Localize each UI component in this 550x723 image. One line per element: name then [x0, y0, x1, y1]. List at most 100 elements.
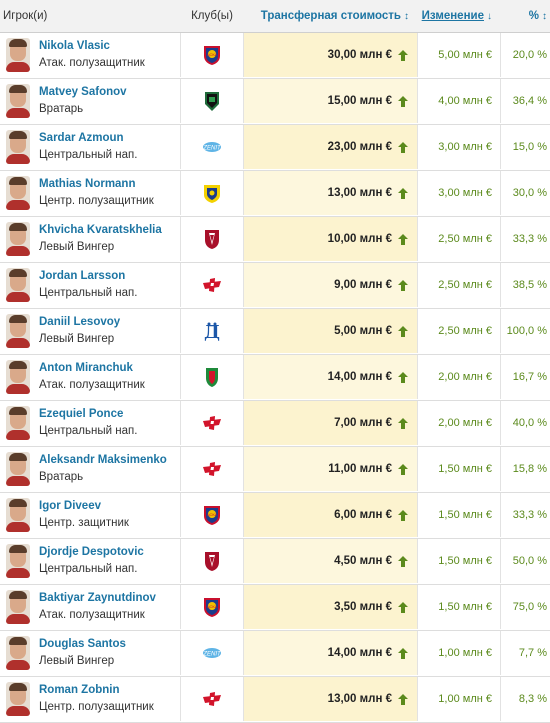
- player-photo[interactable]: [6, 544, 30, 578]
- player-photo[interactable]: [6, 406, 30, 440]
- market-value: 30,00 млн €: [327, 49, 392, 61]
- club-crest-link[interactable]: ZENIT: [202, 642, 222, 664]
- player-name-link[interactable]: Douglas Santos: [39, 638, 126, 650]
- player-name-link[interactable]: Baktiyar Zaynutdinov: [39, 592, 156, 604]
- club-crest-link[interactable]: ZENIT: [202, 136, 222, 158]
- player-name-link[interactable]: Aleksandr Maksimenko: [39, 454, 167, 466]
- club-crest-link[interactable]: [202, 228, 222, 250]
- svg-text:ZENIT: ZENIT: [202, 652, 222, 658]
- player-name-link[interactable]: Ezequiel Ponce: [39, 408, 124, 420]
- club-crest-link[interactable]: ЦСКА: [202, 596, 222, 618]
- player-info: Matvey Safonov Вратарь: [39, 84, 127, 118]
- header-change-label[interactable]: Изменение: [421, 10, 484, 22]
- player-photo[interactable]: [6, 176, 30, 210]
- market-value: 13,00 млн €: [327, 187, 392, 199]
- table-row: Jordan Larsson Центральный нап. 9,00 млн…: [0, 263, 550, 309]
- club-crest-link[interactable]: [202, 550, 222, 572]
- club-crest-link[interactable]: [202, 458, 222, 480]
- table-row: Matvey Safonov Вратарь 15,00 млн € 4,00 …: [0, 79, 550, 125]
- krasnodar-crest-icon[interactable]: [202, 90, 222, 112]
- header-value-label[interactable]: Трансферная стоимость: [260, 10, 401, 22]
- player-name-link[interactable]: Roman Zobnin: [39, 684, 120, 696]
- player-name-link[interactable]: Khvicha Kvaratskhelia: [39, 224, 162, 236]
- spartak-crest-icon[interactable]: [202, 458, 222, 480]
- player-photo[interactable]: [6, 636, 30, 670]
- player-position: Левый Вингер: [39, 655, 115, 667]
- value-change-percent: 100,0 %: [506, 325, 547, 337]
- rostov-crest-icon[interactable]: [202, 182, 222, 204]
- player-cell: Sardar Azmoun Центральный нап.: [0, 125, 180, 169]
- value-change: 1,50 млн €: [438, 555, 492, 567]
- spartak-crest-icon[interactable]: [202, 274, 222, 296]
- value-change-percent: 75,0 %: [512, 601, 547, 613]
- club-crest-link[interactable]: Д: [202, 320, 222, 342]
- value-change-percent: 15,8 %: [512, 463, 547, 475]
- value-cell: 11,00 млн €: [244, 447, 418, 491]
- value-change: 5,00 млн €: [438, 49, 492, 61]
- sort-descending-icon[interactable]: ↓: [487, 10, 492, 22]
- player-name-link[interactable]: Matvey Safonov: [39, 86, 127, 98]
- rubin-crest-icon[interactable]: [202, 550, 222, 572]
- player-photo[interactable]: [6, 498, 30, 532]
- player-name-link[interactable]: Daniil Lesovoy: [39, 316, 121, 328]
- player-photo[interactable]: [6, 360, 30, 394]
- spartak-crest-icon[interactable]: [202, 412, 222, 434]
- header-change-sort[interactable]: Изменение ↓: [418, 0, 500, 32]
- market-value: 7,00 млн €: [334, 417, 392, 429]
- sort-both-icon[interactable]: ↕: [404, 10, 409, 22]
- club-crest-link[interactable]: [202, 412, 222, 434]
- player-photo[interactable]: [6, 452, 30, 486]
- value-cell: 14,00 млн €: [244, 631, 418, 675]
- rubin-crest-icon[interactable]: [202, 228, 222, 250]
- player-name-link[interactable]: Nikola Vlasic: [39, 40, 110, 52]
- cska-crest-icon[interactable]: ЦСКА: [202, 504, 222, 526]
- cska-crest-icon[interactable]: ЦСКА: [202, 596, 222, 618]
- player-photo[interactable]: [6, 590, 30, 624]
- market-value: 11,00 млн €: [328, 463, 392, 475]
- club-crest-link[interactable]: [202, 274, 222, 296]
- dynamo-crest-icon[interactable]: Д: [202, 320, 222, 342]
- market-value: 14,00 млн €: [327, 371, 392, 383]
- player-photo[interactable]: [6, 314, 30, 348]
- header-pct-label[interactable]: %: [528, 10, 539, 22]
- player-cell: Baktiyar Zaynutdinov Атак. полузащитник: [0, 585, 180, 629]
- spartak-crest-icon[interactable]: [202, 688, 222, 710]
- table-row: Baktiyar Zaynutdinov Атак. полузащитник …: [0, 585, 550, 631]
- player-name-link[interactable]: Anton Miranchuk: [39, 362, 133, 374]
- sort-both-icon[interactable]: ↕: [542, 10, 547, 22]
- value-change-percent: 16,7 %: [512, 371, 547, 383]
- club-cell: [180, 171, 244, 215]
- value-change: 1,00 млн €: [438, 647, 492, 659]
- player-position: Атак. полузащитник: [39, 609, 145, 621]
- market-value: 15,00 млн €: [327, 95, 392, 107]
- zenit-crest-icon[interactable]: ZENIT: [202, 136, 222, 158]
- lokomotiv-crest-icon[interactable]: [202, 366, 222, 388]
- cska-crest-icon[interactable]: ЦСКА: [202, 44, 222, 66]
- player-name-link[interactable]: Sardar Azmoun: [39, 132, 124, 144]
- player-name-link[interactable]: Jordan Larsson: [39, 270, 126, 282]
- player-name-link[interactable]: Djordje Despotovic: [39, 546, 144, 558]
- player-photo[interactable]: [6, 38, 30, 72]
- player-photo[interactable]: [6, 268, 30, 302]
- club-crest-link[interactable]: [202, 688, 222, 710]
- player-photo[interactable]: [6, 130, 30, 164]
- club-crest-link[interactable]: [202, 182, 222, 204]
- player-name-link[interactable]: Mathias Normann: [39, 178, 136, 190]
- club-crest-link[interactable]: ЦСКА: [202, 504, 222, 526]
- player-name-link[interactable]: Igor Diveev: [39, 500, 101, 512]
- zenit-crest-icon[interactable]: ZENIT: [202, 642, 222, 664]
- header-pct-sort[interactable]: % ↕: [500, 0, 550, 32]
- player-photo[interactable]: [6, 222, 30, 256]
- club-crest-link[interactable]: [202, 90, 222, 112]
- arrow-up-icon: [398, 141, 408, 153]
- club-crest-link[interactable]: ЦСКА: [202, 44, 222, 66]
- value-cell: 30,00 млн €: [244, 33, 418, 77]
- pct-cell: 15,8 %: [500, 447, 550, 491]
- club-cell: ZENIT: [180, 125, 244, 169]
- header-value-sort[interactable]: Трансферная стоимость ↕: [244, 0, 418, 32]
- club-crest-link[interactable]: [202, 366, 222, 388]
- change-cell: 2,50 млн €: [418, 263, 500, 307]
- player-photo[interactable]: [6, 682, 30, 716]
- header-club: Клуб(ы): [180, 0, 244, 32]
- player-photo[interactable]: [6, 84, 30, 118]
